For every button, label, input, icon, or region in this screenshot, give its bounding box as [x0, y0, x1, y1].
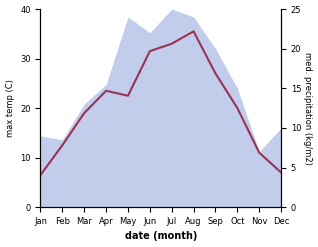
Y-axis label: med. precipitation (kg/m2): med. precipitation (kg/m2): [303, 52, 313, 165]
Y-axis label: max temp (C): max temp (C): [5, 79, 15, 137]
X-axis label: date (month): date (month): [125, 231, 197, 242]
